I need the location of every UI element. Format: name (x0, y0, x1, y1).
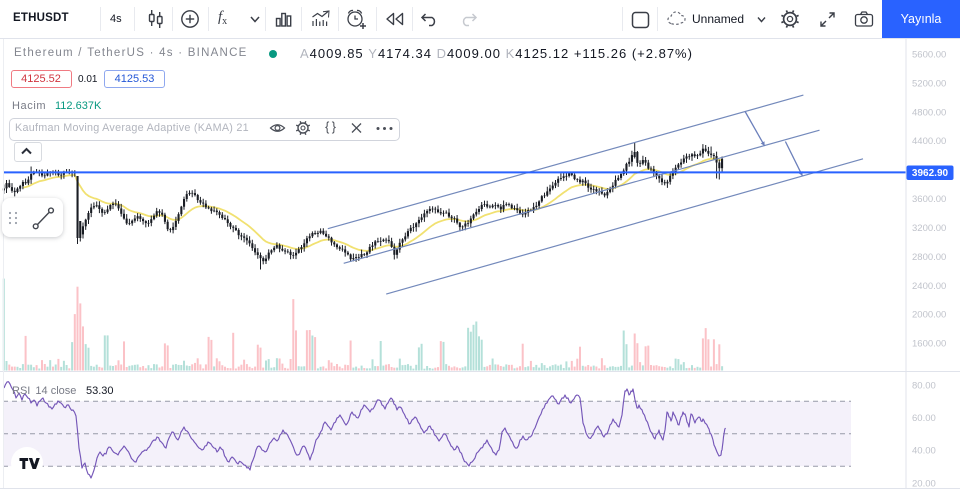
svg-text:3200.00: 3200.00 (912, 223, 946, 234)
svg-text:3600.00: 3600.00 (912, 194, 946, 205)
svg-text:60.00: 60.00 (912, 413, 936, 424)
svg-text:4800.00: 4800.00 (912, 107, 946, 118)
svg-text:2800.00: 2800.00 (912, 252, 946, 263)
svg-text:2000.00: 2000.00 (912, 310, 946, 321)
svg-text:4400.00: 4400.00 (912, 136, 946, 147)
svg-text:2400.00: 2400.00 (912, 281, 946, 292)
svg-text:5200.00: 5200.00 (912, 78, 946, 89)
svg-text:40.00: 40.00 (912, 446, 936, 457)
svg-text:3962.90: 3962.90 (912, 168, 949, 179)
svg-text:5600.00: 5600.00 (912, 49, 946, 60)
svg-text:80.00: 80.00 (912, 380, 936, 391)
svg-text:20.00: 20.00 (912, 478, 936, 489)
svg-text:1600.00: 1600.00 (912, 339, 946, 350)
